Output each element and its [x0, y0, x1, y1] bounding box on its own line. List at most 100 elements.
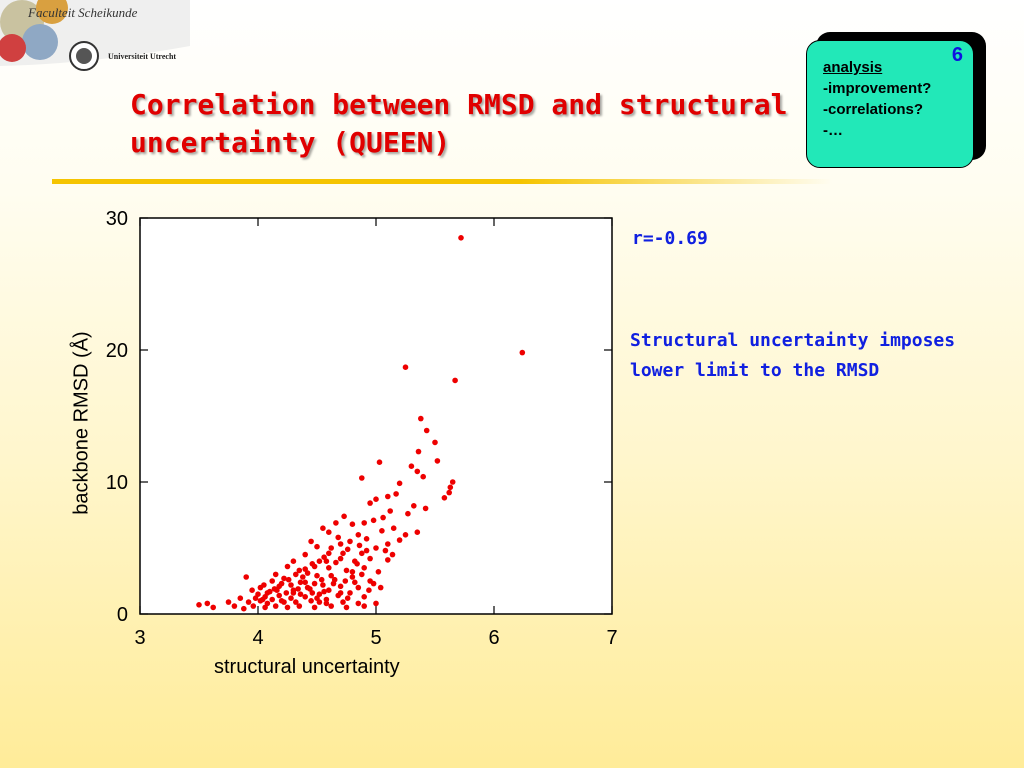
- data-point-0: [458, 235, 464, 241]
- data-point-57: [284, 563, 291, 570]
- data-point-111: [296, 603, 303, 609]
- data-point-167: [271, 586, 278, 592]
- conclusion-text: Structural uncertainty imposes lower lim…: [630, 330, 956, 381]
- data-point-29: [361, 520, 368, 526]
- data-point-1: [519, 349, 526, 356]
- data-point-9: [376, 459, 383, 466]
- data-point-3: [452, 377, 458, 384]
- data-point-119: [297, 591, 304, 597]
- data-point-99: [340, 599, 346, 605]
- data-point-4: [418, 415, 424, 422]
- title-line-1: Correlation between RMSD and structural: [130, 88, 788, 121]
- data-point-32: [414, 529, 421, 535]
- data-point-101: [196, 602, 202, 608]
- data-point-47: [373, 545, 379, 551]
- data-point-28: [370, 517, 377, 524]
- data-point-110: [284, 604, 291, 611]
- data-point-49: [359, 550, 365, 557]
- data-point-67: [314, 572, 320, 579]
- data-point-96: [293, 599, 299, 605]
- data-point-42: [347, 538, 353, 545]
- data-point-65: [281, 575, 287, 582]
- data-point-168: [264, 590, 271, 596]
- data-point-97: [308, 598, 314, 604]
- data-point-104: [225, 599, 232, 605]
- data-point-56: [290, 558, 297, 564]
- data-point-121: [344, 595, 351, 601]
- data-point-38: [355, 532, 362, 538]
- data-point-17: [396, 480, 403, 487]
- data-point-161: [316, 558, 323, 564]
- data-point-163: [302, 566, 308, 572]
- x-tick-label-1: 4: [252, 627, 263, 649]
- data-point-48: [382, 547, 389, 554]
- data-point-61: [343, 567, 350, 574]
- data-point-137: [333, 559, 339, 566]
- data-point-100: [355, 600, 362, 607]
- data-point-79: [370, 580, 377, 587]
- data-point-92: [245, 599, 252, 605]
- data-point-24: [422, 505, 429, 512]
- data-point-20: [385, 493, 391, 500]
- data-point-19: [441, 495, 448, 501]
- data-point-35: [333, 520, 339, 526]
- data-point-33: [402, 532, 409, 538]
- data-point-140: [318, 576, 325, 583]
- data-point-155: [385, 541, 391, 547]
- note-heading: analysis: [823, 59, 883, 76]
- data-point-158: [344, 546, 351, 553]
- y-tick-label-2: 20: [106, 340, 128, 362]
- data-point-26: [387, 508, 394, 514]
- data-point-25: [405, 510, 411, 517]
- data-point-80: [249, 587, 255, 593]
- faculty-name: Faculteit Scheikunde: [28, 5, 138, 20]
- x-axis-label: structural uncertainty: [214, 656, 400, 678]
- data-point-62: [361, 565, 368, 571]
- note-line-2: -correlations?: [823, 101, 924, 118]
- data-point-37: [326, 529, 332, 535]
- data-point-22: [367, 500, 373, 506]
- data-point-31: [390, 525, 397, 531]
- data-point-69: [349, 574, 356, 580]
- data-point-139: [328, 572, 335, 579]
- data-point-107: [250, 603, 257, 609]
- data-point-85: [302, 594, 308, 600]
- data-point-41: [363, 536, 370, 542]
- data-point-147: [269, 596, 275, 603]
- data-point-14: [449, 479, 456, 485]
- data-point-144: [290, 587, 297, 593]
- data-point-77: [337, 583, 344, 590]
- data-point-40: [396, 537, 403, 543]
- data-point-36: [320, 525, 326, 531]
- data-point-122: [323, 596, 330, 603]
- data-point-5: [423, 427, 430, 434]
- y-tick-label-1: 10: [106, 472, 128, 494]
- data-point-50: [302, 551, 308, 558]
- data-point-60: [326, 565, 332, 571]
- data-point-133: [366, 587, 372, 593]
- data-point-12: [420, 473, 427, 480]
- data-point-152: [342, 578, 349, 584]
- data-point-83: [276, 592, 282, 599]
- data-point-103: [210, 604, 216, 611]
- data-point-141: [311, 580, 318, 587]
- data-point-127: [288, 595, 294, 601]
- data-point-120: [330, 580, 337, 587]
- data-point-165: [285, 576, 292, 583]
- correlation-value: r=-0.69: [632, 228, 708, 249]
- data-point-34: [341, 513, 347, 520]
- note-line-1: -improvement?: [823, 80, 932, 97]
- data-point-10: [408, 463, 415, 470]
- data-point-113: [328, 603, 335, 609]
- data-point-30: [349, 521, 356, 527]
- data-point-44: [308, 538, 314, 545]
- data-point-157: [356, 542, 363, 549]
- y-tick-label-3: 30: [106, 208, 128, 230]
- data-point-153: [349, 569, 356, 575]
- x-tick-label-4: 7: [606, 627, 617, 649]
- data-point-126: [295, 586, 301, 592]
- title-line-2: uncertainty (QUEEN): [130, 126, 451, 159]
- data-point-13: [359, 475, 365, 481]
- data-point-108: [262, 604, 268, 611]
- data-point-169: [259, 596, 266, 603]
